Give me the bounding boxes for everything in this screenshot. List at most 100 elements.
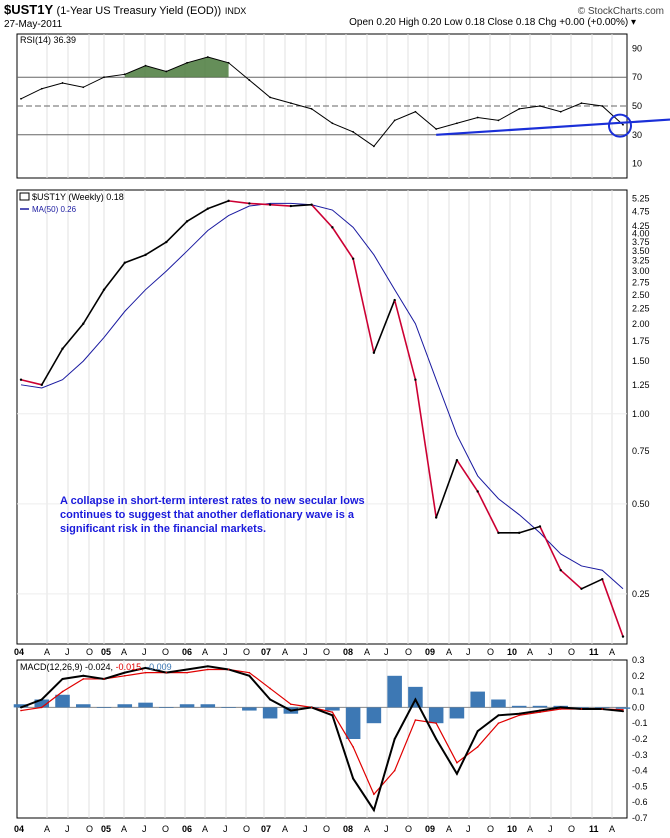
rsi-point — [435, 128, 438, 130]
macd-x-label: 04 — [14, 824, 24, 834]
rsi-legend: RSI(14) 36.39 — [20, 35, 76, 45]
rsi-point — [352, 131, 355, 133]
price-tick-label: 1.00 — [632, 409, 650, 419]
macd-tick-label: 0.3 — [632, 655, 645, 665]
rsi-point — [559, 110, 562, 113]
macd-point — [518, 712, 521, 715]
macd-point — [331, 714, 334, 717]
macd-x-label: O — [243, 824, 250, 834]
macd-line — [20, 665, 624, 813]
price-x-label: A — [282, 647, 288, 657]
macd-point — [497, 714, 500, 717]
rsi-point — [103, 76, 105, 79]
macd-histogram-bar — [34, 699, 50, 708]
price-point — [393, 298, 396, 302]
macd-x-label: A — [527, 824, 533, 834]
macd-x-label: J — [223, 824, 228, 834]
price-x-label: J — [548, 647, 553, 657]
price-point — [268, 203, 272, 206]
price-point — [61, 347, 64, 350]
macd-histogram-bar — [408, 686, 423, 708]
macd-histogram-bar — [366, 707, 382, 724]
macd-x-label: O — [405, 824, 412, 834]
price-segment — [249, 202, 271, 206]
macd-point — [61, 677, 64, 680]
macd-tick-label: 0.2 — [632, 671, 645, 681]
price-tick-label: 4.75 — [632, 206, 650, 216]
macd-histogram-bar — [325, 707, 340, 711]
price-x-label: A — [44, 647, 50, 657]
signal-point — [269, 687, 271, 690]
price-tick-label: 1.25 — [632, 380, 650, 390]
rsi-point — [206, 56, 209, 58]
quote-arrow-icon[interactable]: ▾ — [630, 17, 636, 28]
signal-point — [414, 719, 417, 721]
price-segment — [186, 207, 209, 223]
macd-tick-label: 0.0 — [632, 702, 645, 712]
macd-x-label: O — [323, 824, 330, 834]
price-legend-swatch — [19, 192, 30, 201]
rsi-point — [20, 97, 22, 100]
macd-point — [455, 772, 458, 775]
macd-point — [559, 706, 562, 709]
price-x-label: J — [65, 647, 70, 657]
macd-x-label: 10 — [507, 824, 517, 834]
macd-x-label: A — [609, 824, 615, 834]
price-segment — [352, 258, 375, 353]
rsi-point — [310, 107, 313, 110]
signal-point — [82, 678, 85, 680]
macd-x-label: 09 — [425, 824, 435, 834]
macd-histogram-bar — [428, 707, 444, 724]
price-segment — [311, 204, 333, 228]
price-x-label: 04 — [14, 647, 24, 657]
price-x-label: O — [86, 647, 93, 657]
price-segment — [414, 379, 437, 518]
macd-point — [123, 671, 126, 674]
price-segment — [290, 203, 312, 207]
signal-point — [248, 671, 251, 674]
signal-point — [456, 761, 458, 764]
macd-signal-line — [20, 668, 624, 796]
macd-point — [40, 698, 43, 701]
price-segment — [103, 262, 126, 291]
macd-tick-label: -0.2 — [632, 734, 648, 744]
macd-point — [622, 710, 624, 713]
price-segment — [435, 459, 458, 518]
price-tick-label: 1.75 — [632, 336, 650, 346]
price-point — [601, 577, 604, 581]
macd-histogram-bar — [574, 707, 589, 708]
price-point — [165, 240, 168, 244]
macd-x-label: A — [364, 824, 370, 834]
quote-values: Open 0.20 High 0.20 Low 0.18 Close 0.18 … — [349, 17, 629, 28]
rsi-point — [269, 96, 272, 99]
rsi-point — [61, 82, 64, 84]
price-segment — [270, 203, 291, 207]
macd-x-label: J — [65, 824, 70, 834]
macd-tick-label: -0.3 — [632, 750, 648, 760]
quote-summary: Open 0.20 High 0.20 Low 0.18 Close 0.18 … — [349, 17, 636, 28]
rsi-point — [393, 119, 396, 122]
macd-x-label: J — [142, 824, 147, 834]
signal-point — [186, 671, 188, 674]
rsi-highlight-circle — [608, 113, 632, 138]
price-x-label: O — [405, 647, 412, 657]
price-x-label: A — [202, 647, 208, 657]
price-segment — [61, 323, 84, 350]
panel-frame-macd — [16, 659, 628, 819]
rsi-point — [289, 102, 292, 105]
signal-point — [373, 793, 375, 796]
rsi-point — [456, 122, 458, 125]
rsi-point — [476, 116, 479, 119]
price-point — [351, 257, 355, 260]
price-point — [82, 322, 85, 325]
price-tick-label: 3.75 — [632, 237, 650, 247]
rsi-point — [622, 123, 624, 126]
price-x-label: A — [609, 647, 615, 657]
signal-point — [559, 708, 562, 710]
rsi-point — [372, 145, 375, 148]
price-point — [102, 288, 106, 291]
macd-histogram-bar — [55, 694, 70, 708]
macd-point — [289, 709, 292, 712]
macd-histogram-bar — [159, 707, 174, 708]
symbol-description: (1-Year US Treasury Yield (EOD)) — [56, 5, 222, 17]
